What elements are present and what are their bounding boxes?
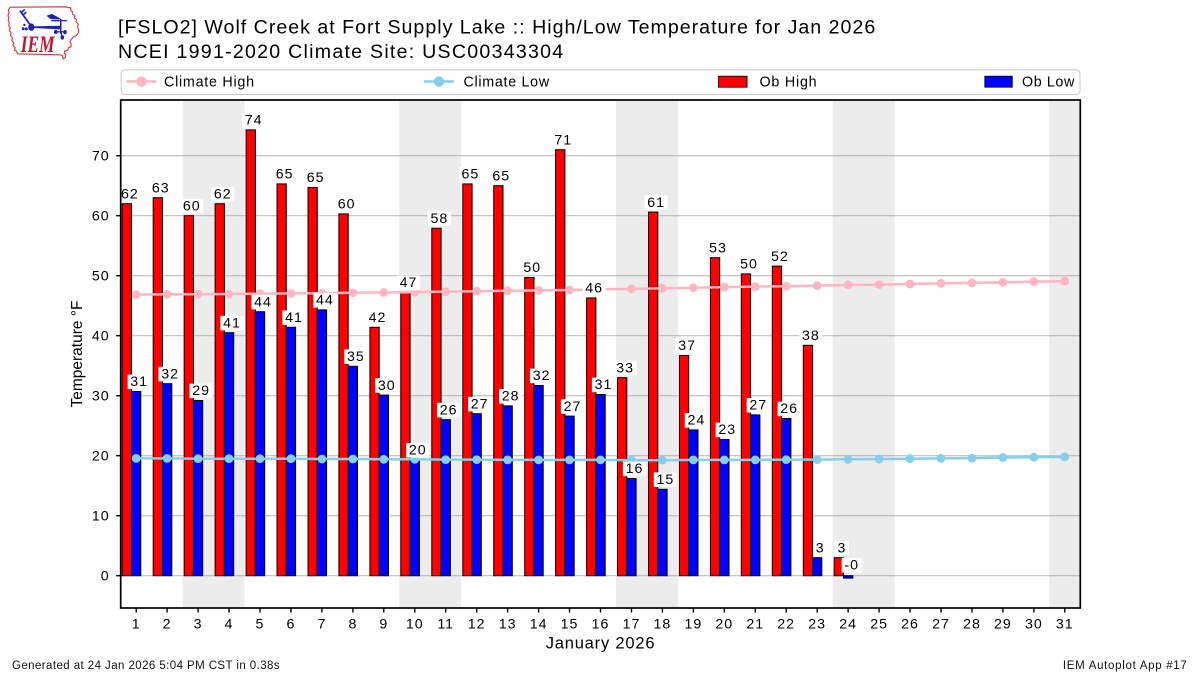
svg-text:2: 2 <box>163 617 172 633</box>
svg-text:7: 7 <box>317 617 326 633</box>
svg-text:23: 23 <box>808 617 826 633</box>
svg-text:50: 50 <box>740 257 758 273</box>
svg-text:11: 11 <box>437 617 454 633</box>
svg-text:26: 26 <box>440 402 458 418</box>
svg-text:60: 60 <box>92 209 110 225</box>
svg-text:70: 70 <box>92 149 110 165</box>
svg-text:17: 17 <box>623 617 641 633</box>
svg-text:IEM Autoplot App #17: IEM Autoplot App #17 <box>1063 660 1188 672</box>
svg-text:24: 24 <box>839 617 857 633</box>
svg-text:15: 15 <box>657 472 675 488</box>
svg-text:30: 30 <box>378 378 396 394</box>
svg-text:44: 44 <box>316 293 334 309</box>
svg-text:13: 13 <box>499 617 517 633</box>
svg-text:10: 10 <box>406 617 424 633</box>
svg-text:6: 6 <box>287 617 296 633</box>
svg-text:3: 3 <box>816 540 825 556</box>
svg-text:4: 4 <box>225 617 234 633</box>
svg-text:Temperature °F: Temperature °F <box>69 301 86 408</box>
svg-text:38: 38 <box>802 328 820 344</box>
svg-text:58: 58 <box>431 211 449 227</box>
svg-text:62: 62 <box>121 186 139 202</box>
svg-text:0: 0 <box>101 569 110 585</box>
svg-text:47: 47 <box>400 275 418 291</box>
svg-text:60: 60 <box>183 198 201 214</box>
svg-text:Ob High: Ob High <box>760 75 818 91</box>
svg-text:27: 27 <box>471 396 489 412</box>
svg-text:61: 61 <box>647 195 665 211</box>
svg-text:10: 10 <box>92 509 110 525</box>
svg-text:29: 29 <box>192 383 210 399</box>
svg-text:16: 16 <box>626 461 644 477</box>
svg-text:62: 62 <box>214 186 232 202</box>
svg-text:16: 16 <box>592 617 610 633</box>
svg-text:20: 20 <box>409 443 427 459</box>
svg-text:53: 53 <box>709 240 727 256</box>
svg-text:31: 31 <box>595 377 613 393</box>
svg-text:8: 8 <box>348 617 357 633</box>
svg-text:65: 65 <box>307 170 325 186</box>
svg-text:65: 65 <box>492 168 510 184</box>
svg-text:12: 12 <box>468 617 486 633</box>
svg-text:44: 44 <box>254 294 272 310</box>
svg-text:24: 24 <box>688 413 706 429</box>
svg-text:21: 21 <box>746 617 764 633</box>
svg-text:35: 35 <box>347 349 365 365</box>
svg-text:Climate High: Climate High <box>164 75 255 91</box>
svg-text:41: 41 <box>285 310 303 326</box>
svg-text:65: 65 <box>276 167 294 183</box>
svg-text:3: 3 <box>194 617 203 633</box>
svg-text:-0: -0 <box>844 558 859 574</box>
svg-text:33: 33 <box>616 360 634 376</box>
svg-text:19: 19 <box>685 617 703 633</box>
svg-text:31: 31 <box>1056 617 1074 633</box>
svg-text:9: 9 <box>379 617 388 633</box>
svg-text:[FSLO2] Wolf Creek at Fort Sup: [FSLO2] Wolf Creek at Fort Supply Lake :… <box>118 17 876 39</box>
svg-text:28: 28 <box>502 389 520 405</box>
svg-text:3: 3 <box>837 540 846 556</box>
svg-text:27: 27 <box>564 399 582 415</box>
svg-text:Ob Low: Ob Low <box>1022 75 1075 91</box>
svg-text:40: 40 <box>92 329 110 345</box>
svg-text:26: 26 <box>780 401 798 417</box>
svg-text:65: 65 <box>462 167 480 183</box>
svg-text:23: 23 <box>718 422 736 438</box>
svg-text:63: 63 <box>152 180 170 196</box>
svg-text:71: 71 <box>554 132 572 148</box>
svg-text:32: 32 <box>533 368 551 384</box>
svg-text:46: 46 <box>585 281 603 297</box>
svg-text:37: 37 <box>678 338 696 354</box>
svg-text:50: 50 <box>523 260 541 276</box>
svg-text:22: 22 <box>777 617 795 633</box>
svg-text:30: 30 <box>92 389 110 405</box>
svg-text:Generated at 24 Jan 2026 5:04: Generated at 24 Jan 2026 5:04 PM CST in … <box>12 660 280 672</box>
svg-text:20: 20 <box>92 449 110 465</box>
svg-text:Climate Low: Climate Low <box>464 75 550 91</box>
svg-text:28: 28 <box>963 617 981 633</box>
svg-text:52: 52 <box>771 249 789 265</box>
svg-text:20: 20 <box>715 617 733 633</box>
svg-text:NCEI 1991-2020 Climate Site: U: NCEI 1991-2020 Climate Site: USC00343304 <box>118 41 564 63</box>
svg-text:42: 42 <box>369 310 387 326</box>
svg-text:15: 15 <box>561 617 579 633</box>
svg-text:27: 27 <box>749 398 767 414</box>
svg-text:30: 30 <box>1025 617 1043 633</box>
svg-text:14: 14 <box>530 617 548 633</box>
svg-text:29: 29 <box>994 617 1012 633</box>
svg-text:1: 1 <box>132 617 141 633</box>
svg-text:IEM: IEM <box>20 32 55 58</box>
svg-text:5: 5 <box>256 617 265 633</box>
svg-text:18: 18 <box>654 617 672 633</box>
svg-text:41: 41 <box>223 315 241 331</box>
svg-text:31: 31 <box>130 374 148 390</box>
svg-text:27: 27 <box>932 617 950 633</box>
svg-text:January 2026: January 2026 <box>546 635 656 653</box>
svg-text:25: 25 <box>870 617 888 633</box>
svg-text:32: 32 <box>161 366 179 382</box>
svg-text:74: 74 <box>245 113 263 129</box>
svg-text:26: 26 <box>901 617 919 633</box>
svg-text:50: 50 <box>92 269 110 285</box>
svg-text:60: 60 <box>338 197 356 213</box>
